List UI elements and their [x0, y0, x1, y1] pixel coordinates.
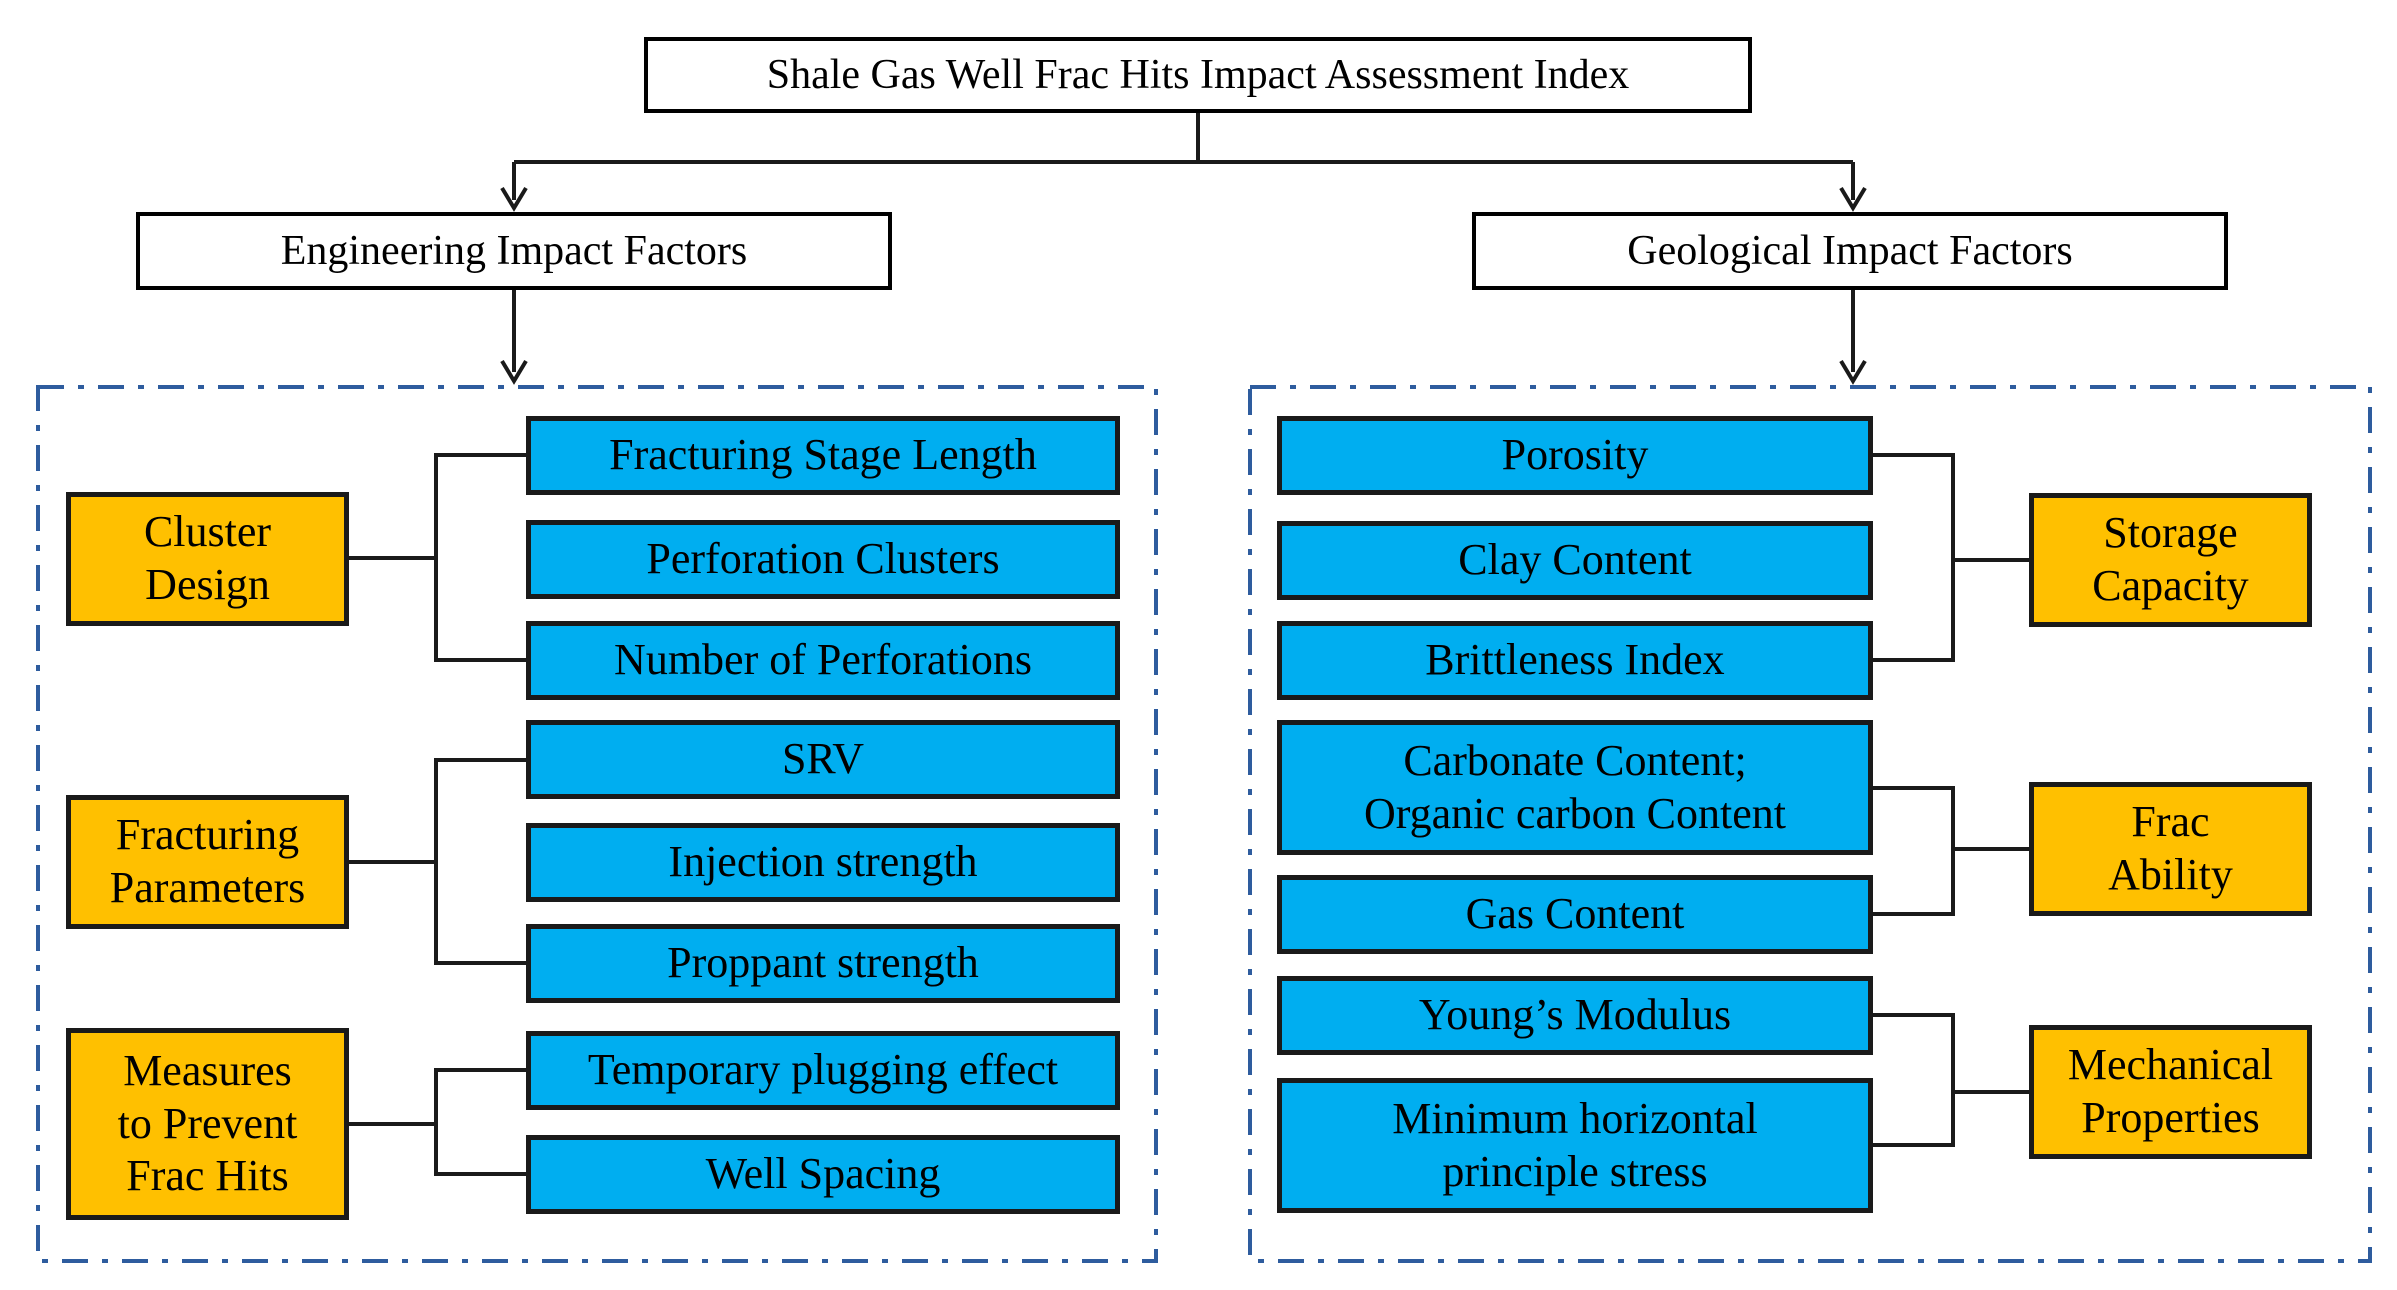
- title-branch-lines: [512, 112, 1855, 372]
- item-label: Porosity: [1501, 430, 1649, 480]
- category-measures-prevent-frac-hits: Measures to Prevent Frac Hits: [66, 1028, 349, 1220]
- arrow-to-geological: [1839, 186, 1867, 212]
- geological-brackets: [1871, 453, 2035, 1147]
- category-frac-ability: Frac Ability: [2029, 782, 2312, 916]
- item-porosity: Porosity: [1277, 416, 1873, 495]
- category-label: Mechanical Properties: [2067, 1040, 2274, 1142]
- category-label: Storage Capacity: [2092, 508, 2249, 610]
- engineering-group-frame: [36, 385, 1158, 1263]
- category-mechanical-properties: Mechanical Properties: [2029, 1025, 2312, 1159]
- category-label: Measures to Prevent Frac Hits: [117, 1045, 298, 1201]
- item-label: Number of Perforations: [614, 635, 1032, 685]
- engineering-brackets: [347, 453, 528, 1176]
- arrow-to-engineering: [500, 186, 528, 212]
- item-number-of-perforations: Number of Perforations: [526, 621, 1120, 700]
- category-label: Frac Ability: [2108, 797, 2233, 899]
- item-label: Carbonate Content; Organic carbon Conten…: [1364, 735, 1786, 838]
- item-well-spacing: Well Spacing: [526, 1135, 1120, 1214]
- item-label: Injection strength: [668, 837, 978, 887]
- item-label: Minimum horizontal principle stress: [1392, 1093, 1758, 1196]
- item-injection-strength: Injection strength: [526, 823, 1120, 902]
- item-label: Gas Content: [1465, 889, 1685, 939]
- item-label: Perforation Clusters: [646, 534, 1000, 584]
- page-title: Shale Gas Well Frac Hits Impact Assessme…: [644, 37, 1752, 113]
- item-fracturing-stage-length: Fracturing Stage Length: [526, 416, 1120, 495]
- item-minimum-horizontal-principle-stress: Minimum horizontal principle stress: [1277, 1078, 1873, 1213]
- item-label: Temporary plugging effect: [587, 1045, 1059, 1095]
- item-brittleness-index: Brittleness Index: [1277, 621, 1873, 700]
- geological-group-frame: [1248, 385, 2372, 1263]
- item-srv: SRV: [526, 720, 1120, 799]
- item-label: Brittleness Index: [1425, 635, 1725, 685]
- item-label: Proppant strength: [667, 938, 979, 988]
- geological-heading: Geological Impact Factors: [1472, 212, 2228, 290]
- item-label: SRV: [781, 734, 865, 784]
- page-title-text: Shale Gas Well Frac Hits Impact Assessme…: [766, 51, 1630, 98]
- category-cluster-design: Cluster Design: [66, 492, 349, 626]
- item-carbonate-organic-carbon-content: Carbonate Content; Organic carbon Conten…: [1277, 720, 1873, 855]
- category-storage-capacity: Storage Capacity: [2029, 493, 2312, 627]
- category-fracturing-parameters: Fracturing Parameters: [66, 795, 349, 929]
- arrowheads: [500, 186, 1867, 385]
- category-label: Fracturing Parameters: [109, 810, 306, 912]
- item-label: Young’s Modulus: [1418, 990, 1732, 1040]
- item-youngs-modulus: Young’s Modulus: [1277, 976, 1873, 1055]
- item-label: Clay Content: [1458, 535, 1692, 585]
- item-perforation-clusters: Perforation Clusters: [526, 520, 1120, 599]
- category-label: Cluster Design: [143, 507, 272, 609]
- arrow-to-geological-group: [1839, 359, 1867, 385]
- engineering-heading: Engineering Impact Factors: [136, 212, 892, 290]
- item-gas-content: Gas Content: [1277, 875, 1873, 954]
- item-label: Fracturing Stage Length: [609, 430, 1037, 480]
- item-label: Well Spacing: [705, 1149, 941, 1199]
- item-proppant-strength: Proppant strength: [526, 924, 1120, 1003]
- engineering-heading-text: Engineering Impact Factors: [280, 227, 748, 274]
- geological-heading-text: Geological Impact Factors: [1627, 227, 2073, 274]
- item-clay-content: Clay Content: [1277, 521, 1873, 600]
- item-temporary-plugging-effect: Temporary plugging effect: [526, 1031, 1120, 1110]
- arrow-to-engineering-group: [500, 359, 528, 385]
